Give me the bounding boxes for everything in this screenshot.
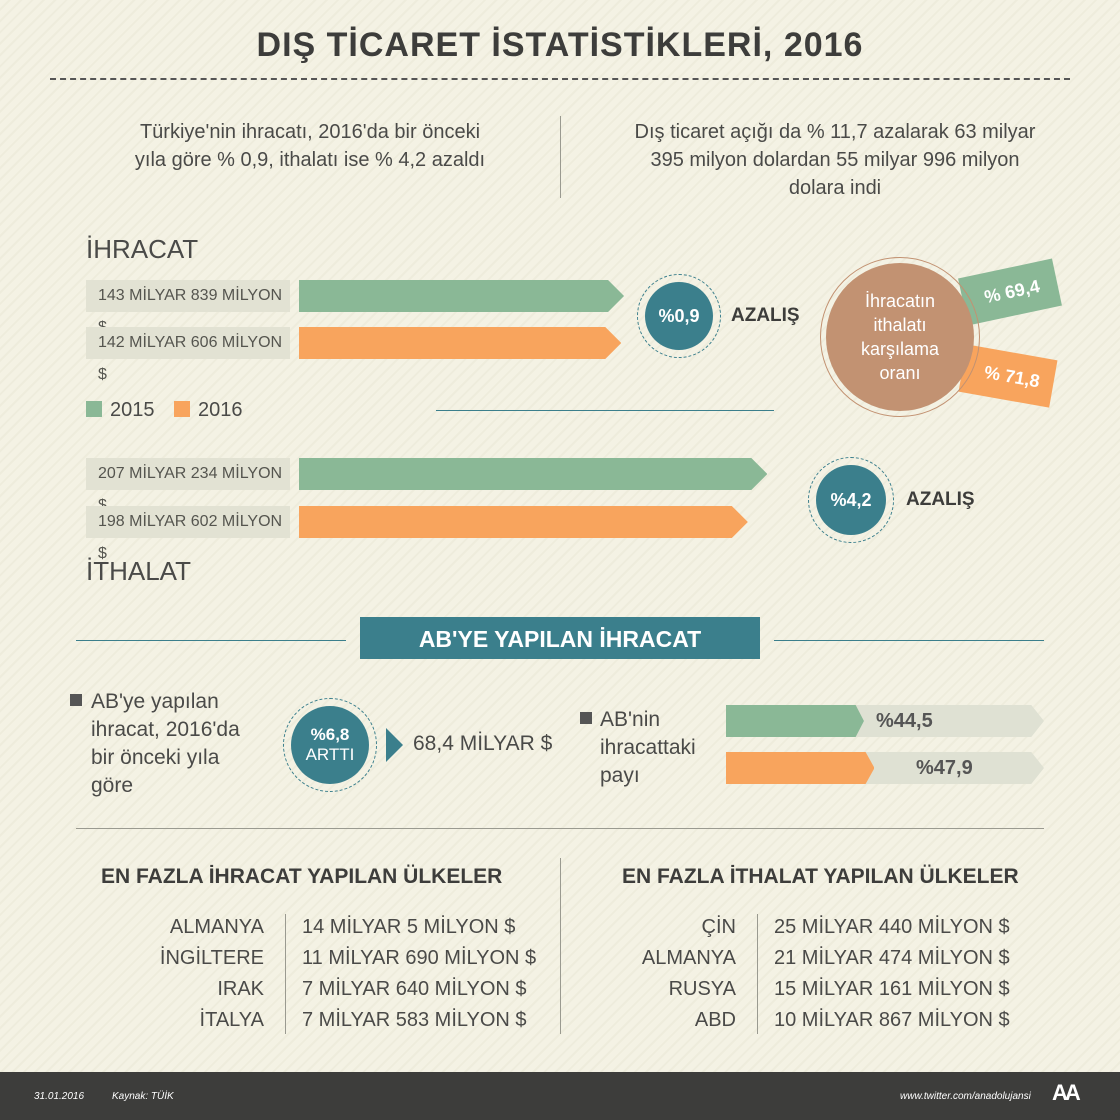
legend-swatch-2016 (174, 401, 190, 417)
coverage-label: İhracatın ithalatı karşılama oranı (826, 263, 974, 411)
ab-share-2015-bar: %44,5 (726, 705, 1044, 737)
ab-change-label: ARTTI (305, 745, 355, 764)
export-2016-label: 142 MİLYAR 606 MİLYON $ (86, 327, 290, 383)
divider (560, 858, 561, 1034)
import-title: İTHALAT (86, 556, 191, 586)
intro-right: Dış ticaret açığı da % 11,7 azalarak 63 … (634, 121, 1036, 199)
top-export-title: EN FAZLA İHRACAT YAPILAN ÜLKELER (101, 865, 503, 888)
ab-share-2016: %47,9 (916, 757, 973, 779)
import-countries: ÇİN ALMANYA RUSYA ABD (600, 912, 736, 1036)
export-countries: ALMANYA İNGİLTERE IRAK İTALYA (100, 912, 264, 1036)
ab-share-label: AB'nin ihracattaki payı (600, 708, 696, 787)
country: ALMANYA (169, 916, 264, 938)
country: İTALYA (199, 1009, 264, 1031)
divider (285, 914, 286, 1034)
ab-amount: 68,4 MİLYAR $ (413, 732, 553, 755)
divider (560, 116, 561, 198)
ab-share-2016-bar: %47,9 (726, 752, 1044, 784)
page-title: DIŞ TİCARET İSTATİSTİKLERİ, 2016 (256, 26, 864, 64)
export-change-badge: %0,9 (637, 274, 721, 358)
export-title: İHRACAT (86, 234, 199, 264)
export-decrease-label: AZALIŞ (731, 305, 800, 326)
export-values: 14 MİLYAR 5 MİLYON $ 11 MİLYAR 690 MİLYON… (302, 912, 536, 1036)
country: ABD (694, 1009, 736, 1031)
divider (76, 640, 346, 641)
footer-twitter-link[interactable]: www.twitter.com/anadolujansi (900, 1091, 1031, 1102)
intro-left: Türkiye'nin ihracatı, 2016'da bir önceki… (134, 121, 486, 171)
legend-2016: 2016 (174, 399, 243, 422)
import-2016-label: 198 MİLYAR 602 MİLYON $ (86, 506, 290, 562)
country: RUSYA (668, 978, 736, 1000)
ab-change-badge: %6,8 ARTTI (283, 698, 377, 792)
value: 11 MİLYAR 690 MİLYON $ (302, 947, 537, 969)
bar-export-2016 (299, 327, 621, 359)
bar-import-2016 (299, 506, 748, 538)
import-values: 25 MİLYAR 440 MİLYON $ 21 MİLYAR 474 MİLY… (774, 912, 1010, 1036)
export-2015-label: 143 MİLYAR 839 MİLYON $ (86, 280, 290, 336)
divider (774, 640, 1044, 641)
value: 15 MİLYAR 161 MİLYON $ (774, 978, 1010, 1000)
bar-import-2015 (299, 458, 767, 490)
import-change-badge: %4,2 (808, 457, 894, 543)
arrow-right-icon (386, 728, 403, 762)
top-import-title: EN FAZLA İTHALAT YAPILAN ÜLKELER (622, 865, 1019, 888)
footer-date: 31.01.2016 (34, 1091, 85, 1102)
divider (757, 914, 758, 1034)
value: 7 MİLYAR 640 MİLYON $ (302, 978, 527, 1000)
country: İNGİLTERE (159, 947, 264, 969)
bar-export-2015 (299, 280, 624, 312)
legend-swatch-2015 (86, 401, 102, 417)
ab-banner: AB'YE YAPILAN İHRACAT (360, 617, 760, 659)
country: ÇİN (701, 916, 736, 938)
divider (76, 828, 1044, 829)
coverage-circle: İhracatın ithalatı karşılama oranı (820, 257, 980, 417)
value: 25 MİLYAR 440 MİLYON $ (774, 916, 1010, 938)
legend-label: 2016 (198, 399, 243, 421)
divider (50, 78, 1070, 80)
import-decrease-label: AZALIŞ (906, 489, 975, 510)
footer-source: Kaynak: TÜİK (112, 1091, 174, 1102)
country: ALMANYA (641, 947, 736, 969)
import-2015-label: 207 MİLYAR 234 MİLYON $ (86, 458, 290, 514)
country: IRAK (217, 978, 264, 1000)
bullet-icon (580, 712, 592, 724)
aa-logo: AA (1052, 1080, 1081, 1105)
footer: 31.01.2016 Kaynak: TÜİK www.twitter.com/… (0, 1072, 1120, 1120)
legend-label: 2015 (110, 399, 155, 421)
bullet-icon (70, 694, 82, 706)
ab-change: %6,8 (310, 725, 350, 744)
value: 14 MİLYAR 5 MİLYON $ (302, 916, 516, 938)
divider (436, 410, 774, 411)
ab-text: AB'ye yapılan ihracat, 2016'da bir öncek… (91, 690, 240, 797)
legend-2015: 2015 (86, 399, 155, 422)
value: 21 MİLYAR 474 MİLYON $ (774, 947, 1010, 969)
value: 7 MİLYAR 583 MİLYON $ (302, 1009, 527, 1031)
value: 10 MİLYAR 867 MİLYON $ (774, 1009, 1010, 1031)
ab-share-2015: %44,5 (876, 710, 933, 732)
